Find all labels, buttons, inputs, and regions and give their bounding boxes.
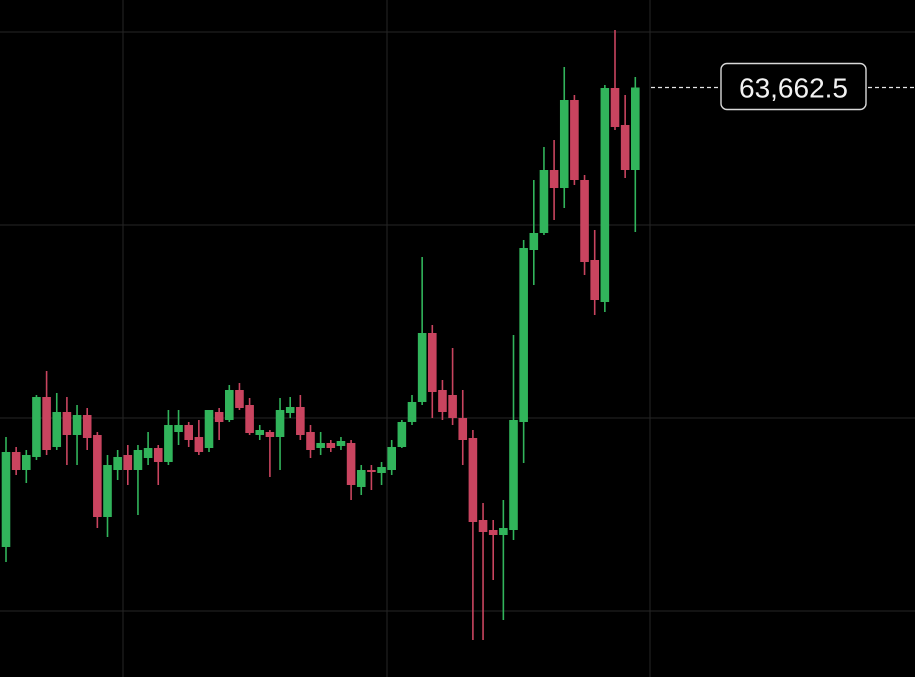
candle-body (306, 432, 315, 450)
candle-body (123, 455, 133, 470)
candle-body (245, 405, 254, 433)
candle-body (377, 467, 386, 473)
candle-body (438, 390, 447, 412)
candle-body (235, 390, 244, 408)
candle-body (255, 430, 265, 435)
candle-body (184, 425, 193, 440)
candle-body (22, 455, 31, 470)
candle-body (52, 412, 62, 447)
candle-body (285, 407, 295, 413)
candle-body (225, 390, 234, 420)
candle-body (265, 432, 275, 437)
candle-body (1, 452, 11, 547)
candle-body (214, 412, 224, 422)
candle-body (570, 100, 579, 180)
candle-body (194, 437, 204, 452)
price-label-box (720, 62, 867, 111)
candle-body (580, 180, 589, 262)
candle-body (428, 333, 437, 392)
candle-body (164, 425, 173, 462)
candle-body (610, 88, 620, 127)
candle-body (448, 395, 457, 418)
candle-body (103, 465, 112, 517)
candle-body (72, 415, 82, 435)
candle-body (549, 170, 559, 188)
candle-body (296, 407, 305, 435)
candle-body (458, 418, 468, 440)
candle-body (153, 448, 163, 462)
candle-body (336, 441, 346, 446)
candle-body (387, 447, 396, 470)
candle-body (631, 87, 640, 170)
candle-body (600, 88, 610, 302)
candle-body (417, 333, 427, 402)
candle-body (143, 448, 153, 458)
candle-body (42, 397, 51, 450)
candle-body (488, 530, 498, 535)
candle-body (499, 528, 508, 535)
candle-body (82, 415, 92, 438)
candle-body (407, 402, 417, 422)
candle-body (326, 443, 336, 448)
candle-body (397, 422, 407, 447)
candle-body (32, 397, 41, 457)
candle-body (539, 170, 549, 233)
candle-body (204, 410, 214, 448)
candle-body (590, 260, 599, 300)
candle-body (62, 412, 72, 435)
candle-body (367, 470, 376, 472)
candle-body (509, 420, 518, 530)
candle-body (468, 438, 478, 522)
candle-body (113, 457, 122, 470)
candle-body (133, 450, 143, 470)
candle-body (174, 425, 183, 432)
candle-body (93, 435, 102, 517)
candle-body (519, 248, 528, 422)
price-label: 63,662.5 (739, 73, 848, 104)
candle-body (316, 443, 325, 448)
candle-body (346, 443, 356, 485)
candle-body (356, 470, 366, 487)
candle-body (275, 410, 285, 437)
candle-body (478, 520, 488, 532)
candle-body (559, 100, 569, 188)
candle-body (620, 125, 630, 170)
candle-body (529, 233, 539, 250)
candle-body (11, 452, 21, 470)
